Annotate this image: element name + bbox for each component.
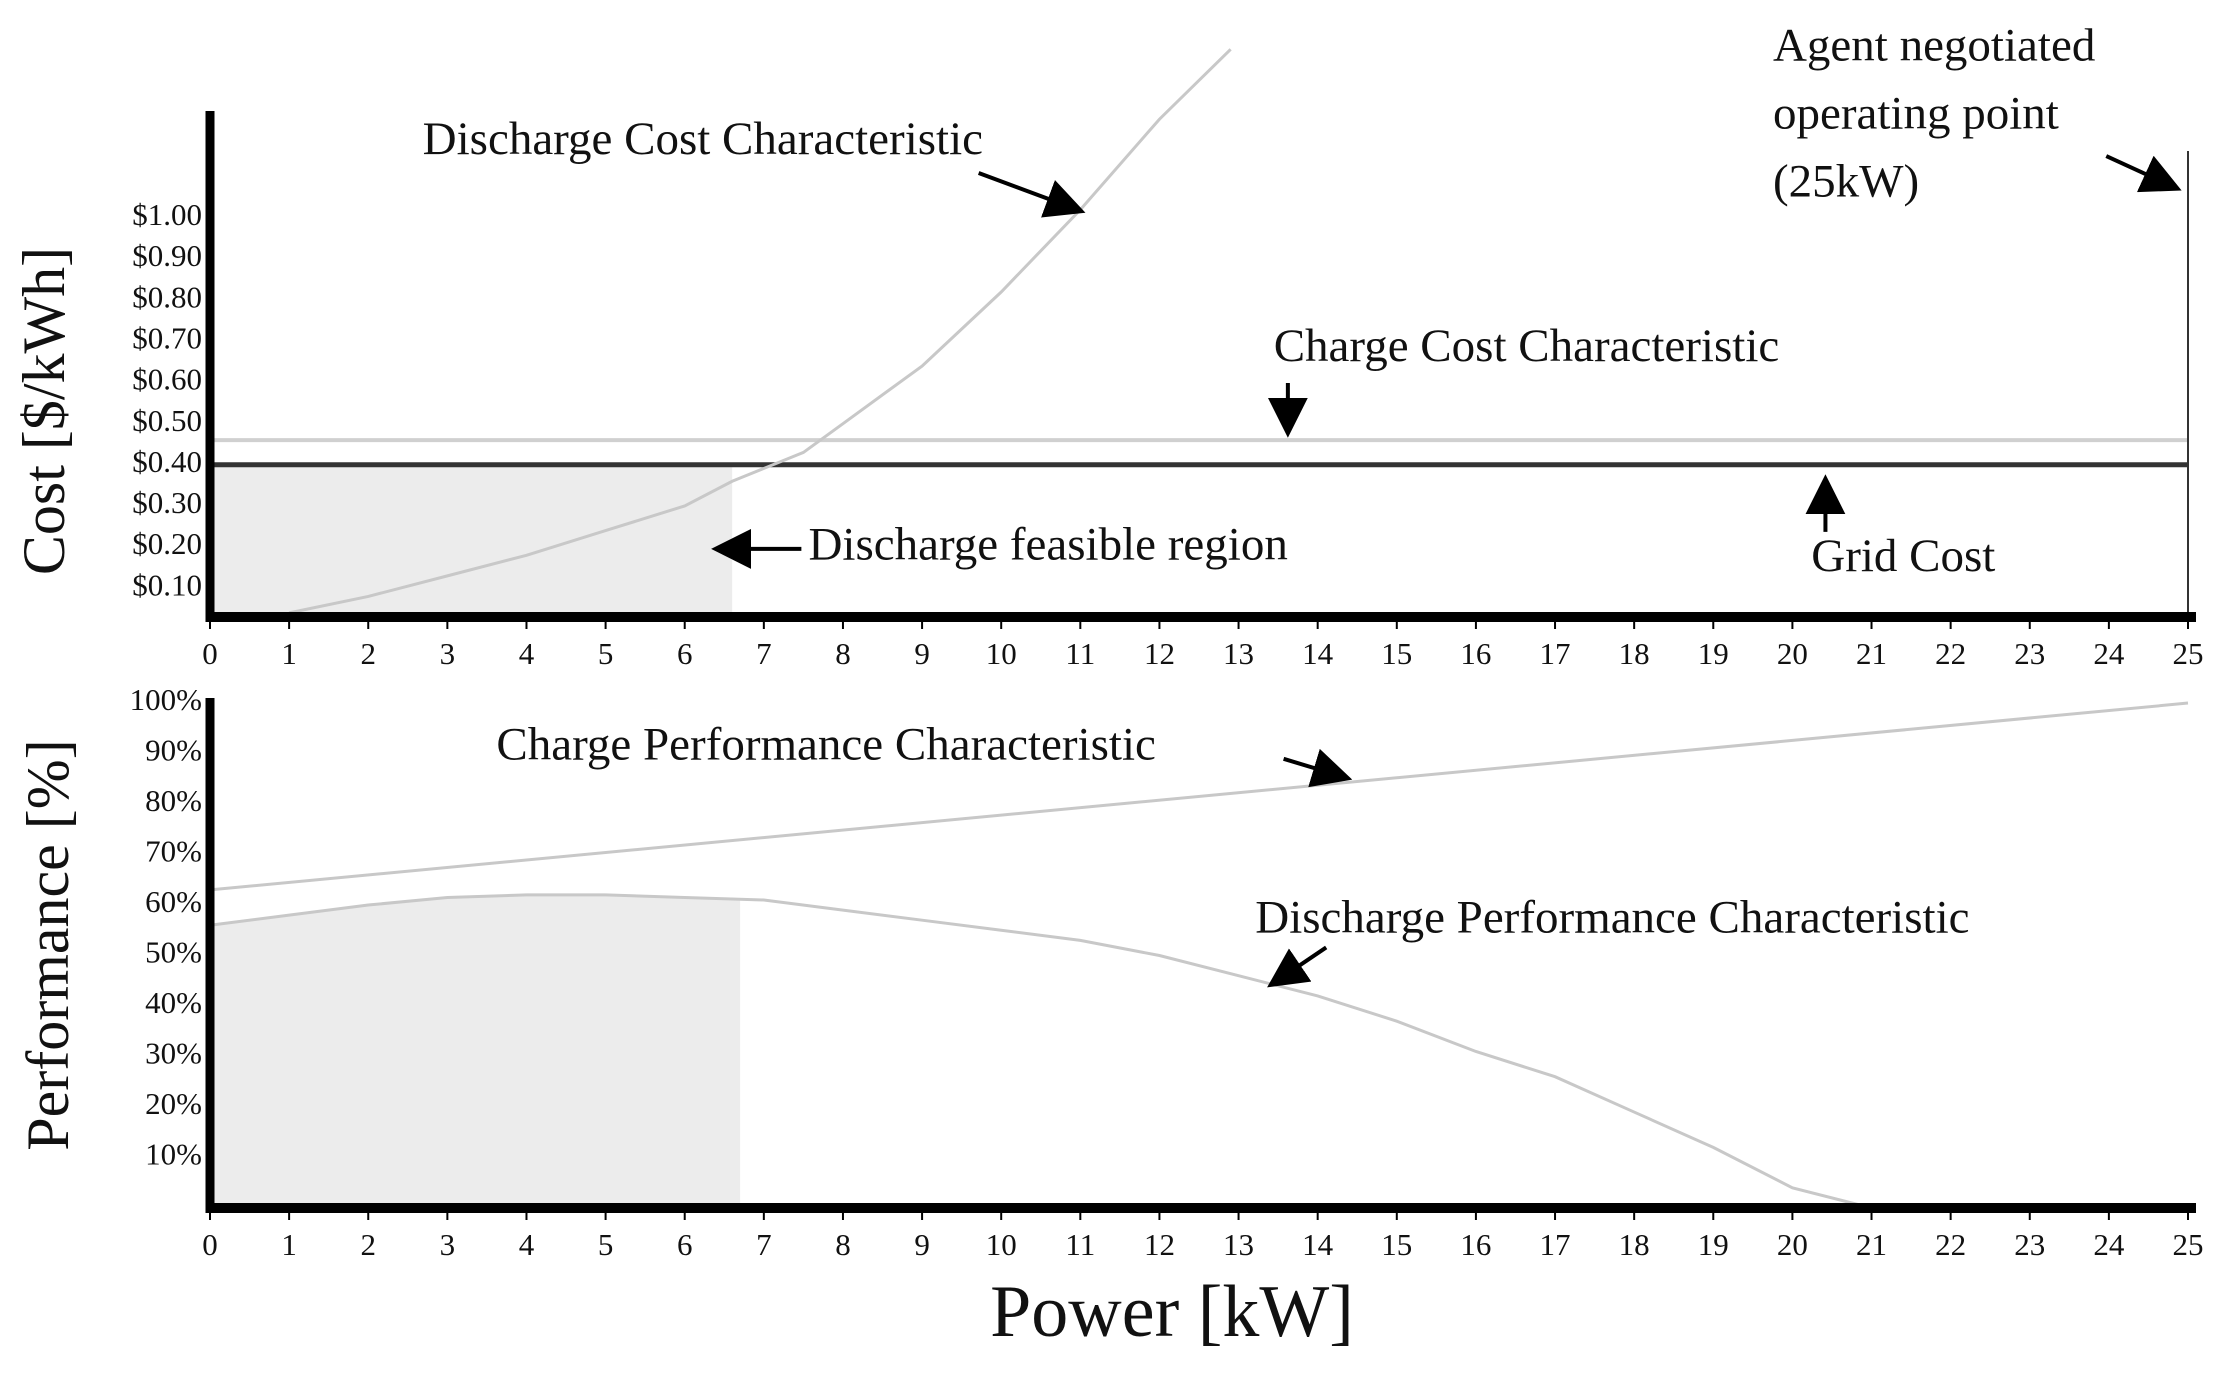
x-tick-label: 9: [914, 636, 930, 671]
annotation-arrow: [2105, 154, 2182, 193]
y-tick-label: $0.60: [132, 362, 202, 397]
x-tick-label: 22: [1935, 636, 1966, 671]
annotation: Charge Cost Characteristic: [1274, 320, 1780, 372]
x-tick-label: 22: [1935, 1227, 1966, 1262]
x-tick-label: 15: [1381, 636, 1412, 671]
x-tick-label: 13: [1223, 636, 1254, 671]
x-tick-label: 2: [360, 636, 376, 671]
x-tick-label: 17: [1540, 1227, 1571, 1262]
x-tick-label: 21: [1856, 1227, 1887, 1262]
y-tick-label: $0.10: [132, 567, 202, 602]
y-tick-label: $1.00: [132, 197, 202, 232]
y-tick-label: 90%: [145, 733, 202, 768]
x-tick-label: 16: [1460, 636, 1491, 671]
y-tick-label: 40%: [145, 985, 202, 1020]
x-tick-label: 20: [1777, 636, 1808, 671]
y-tick-label: 70%: [145, 834, 202, 869]
y-tick-label: $0.70: [132, 320, 202, 355]
y-tick-label: 50%: [145, 935, 202, 970]
x-tick-label: 25: [2173, 636, 2204, 671]
x-tick-label: 25: [2173, 1227, 2204, 1262]
x-tick-label: 19: [1698, 1227, 1729, 1262]
series-line: [209, 701, 2189, 892]
y-tick-label: 100%: [130, 682, 202, 717]
x-tick-label: 0: [202, 1227, 218, 1262]
annotation: Discharge feasible region: [808, 519, 1287, 571]
y-tick-label: 30%: [145, 1036, 202, 1071]
y-tick-label: $0.50: [132, 403, 202, 438]
x-tick-label: 20: [1777, 1227, 1808, 1262]
x-tick-label: 8: [835, 636, 851, 671]
x-tick-label: 24: [2093, 1227, 2125, 1262]
annotation-arrow: [1283, 748, 1353, 788]
x-tick-label: 16: [1460, 1227, 1491, 1262]
x-tick-label: 23: [2014, 1227, 2045, 1262]
x-tick-label: 6: [677, 636, 693, 671]
y-axis-label: Performance [%]: [15, 739, 81, 1150]
y-tick-label: $0.40: [132, 444, 202, 479]
x-tick-label: 7: [756, 1227, 772, 1262]
x-tick-label: 18: [1619, 636, 1650, 671]
x-tick-label: 0: [202, 636, 218, 671]
x-tick-label: 6: [677, 1227, 693, 1262]
annotation: operating point: [1773, 88, 2059, 140]
x-tick-label: 23: [2014, 636, 2045, 671]
x-tick-label: 12: [1144, 636, 1175, 671]
annotation: Grid Cost: [1811, 530, 1995, 582]
y-axis-label: Cost [$/kWh]: [11, 247, 77, 575]
x-tick-label: 13: [1223, 1227, 1254, 1262]
feasible-region: [210, 894, 741, 1208]
x-tick-label: 2: [360, 1227, 376, 1262]
annotation: Agent negotiated: [1773, 19, 2095, 71]
annotation-arrow: [1267, 945, 1328, 988]
y-tick-label: 60%: [145, 884, 202, 919]
feasible-region: [210, 464, 733, 617]
y-tick-label: $0.20: [132, 526, 202, 561]
x-tick-label: 14: [1302, 1227, 1334, 1262]
x-tick-label: 7: [756, 636, 772, 671]
x-tick-label: 17: [1540, 636, 1571, 671]
x-tick-label: 18: [1619, 1227, 1650, 1262]
x-tick-label: 5: [598, 636, 614, 671]
x-tick-label: 9: [914, 1227, 930, 1262]
annotation: (25kW): [1773, 156, 1919, 208]
x-tick-label: 19: [1698, 636, 1729, 671]
annotation: Discharge Cost Characteristic: [423, 113, 983, 165]
x-tick-label: 4: [519, 1227, 535, 1262]
y-tick-label: $0.90: [132, 238, 202, 273]
annotation-arrow: [977, 171, 1086, 218]
x-tick-label: 3: [440, 1227, 456, 1262]
x-tick-label: 14: [1302, 636, 1334, 671]
y-tick-label: 10%: [145, 1137, 202, 1172]
annotation: Charge Performance Characteristic: [496, 719, 1155, 771]
x-tick-label: 11: [1065, 636, 1095, 671]
x-tick-label: 1: [281, 1227, 297, 1262]
y-tick-label: $0.30: [132, 485, 202, 520]
x-tick-label: 8: [835, 1227, 851, 1262]
x-tick-label: 12: [1144, 1227, 1175, 1262]
annotation: Discharge Performance Characteristic: [1255, 892, 1969, 944]
series-line: [288, 48, 1232, 615]
x-tick-label: 10: [986, 1227, 1017, 1262]
x-axis-label: Power [kW]: [990, 1271, 1354, 1353]
x-tick-label: 5: [598, 1227, 614, 1262]
y-tick-label: 80%: [145, 783, 202, 818]
y-tick-label: $0.80: [132, 279, 202, 314]
x-tick-label: 15: [1381, 1227, 1412, 1262]
x-tick-label: 4: [519, 636, 535, 671]
series-line: [209, 893, 1872, 1210]
x-tick-label: 10: [986, 636, 1017, 671]
x-tick-label: 11: [1065, 1227, 1095, 1262]
x-tick-label: 1: [281, 636, 297, 671]
x-tick-label: 3: [440, 636, 456, 671]
x-tick-label: 24: [2093, 636, 2125, 671]
y-tick-label: 20%: [145, 1086, 202, 1121]
x-tick-label: 21: [1856, 636, 1887, 671]
